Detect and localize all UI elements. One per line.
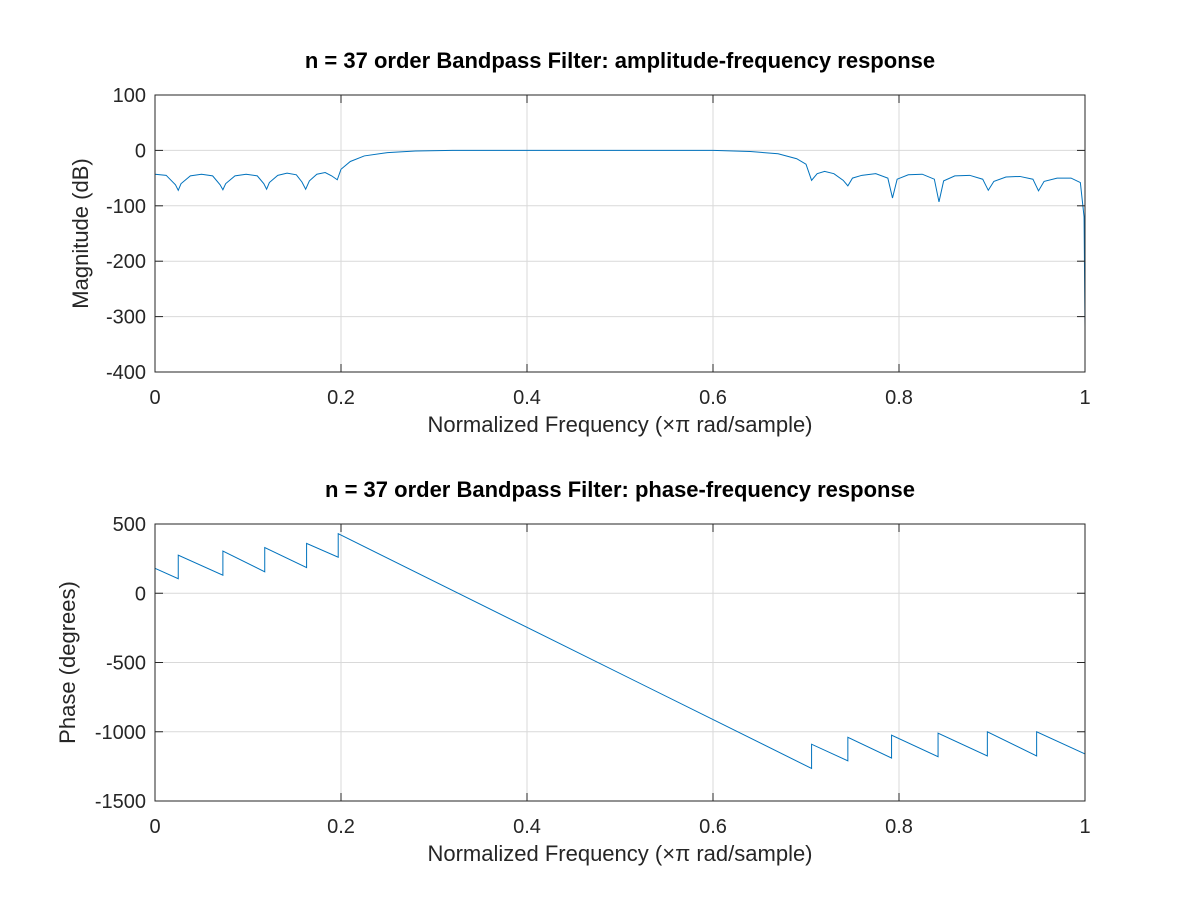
phase-y-tick-label: -500 bbox=[106, 653, 146, 675]
magnitude-axes-box bbox=[154, 94, 1086, 373]
magnitude-x-axis-label: Normalized Frequency (×π rad/sample) bbox=[427, 412, 812, 437]
phase-x-axis-label: Normalized Frequency (×π rad/sample) bbox=[427, 841, 812, 866]
phase-y-axis-label: Phase (degrees) bbox=[55, 581, 80, 744]
magnitude-x-tick-label: 0.4 bbox=[513, 387, 541, 409]
phase-x-tick-label: 0.4 bbox=[513, 816, 541, 838]
phase-y-tick-label: 0 bbox=[135, 583, 146, 605]
phase-x-tick-label: 0.6 bbox=[699, 816, 727, 838]
magnitude-x-tick-label: 0 bbox=[149, 387, 160, 409]
magnitude-x-tick-label: 0.8 bbox=[885, 387, 913, 409]
phase-x-tick-label: 0.8 bbox=[885, 816, 913, 838]
phase-y-tick-label: -1500 bbox=[95, 791, 146, 813]
magnitude-x-tick-label: 0.2 bbox=[327, 387, 355, 409]
magnitude-plot: 0 0.2 0.4 0.6 0.8 1 -400 -300 -200 -100 0 100 n = 37… bbox=[68, 48, 1091, 437]
magnitude-chart-title: n = 37 order Bandpass Filter: amplitude-… bbox=[305, 48, 935, 73]
phase-y-tick-label: -1000 bbox=[95, 722, 146, 744]
magnitude-x-tick-label: 0.6 bbox=[699, 387, 727, 409]
phase-x-tick-label: 0.2 bbox=[327, 816, 355, 838]
phase-plot: 0 0.2 0.4 0.6 0.8 1 -1500 -1000 -500 0 500 n = 37 o… bbox=[55, 477, 1091, 866]
magnitude-x-tick-label: 1 bbox=[1079, 387, 1090, 409]
magnitude-y-tick-label: 0 bbox=[135, 140, 146, 162]
magnitude-y-tick-label: -300 bbox=[106, 307, 146, 329]
phase-series-line bbox=[154, 532, 1086, 770]
magnitude-series-line bbox=[154, 149, 1086, 328]
phase-x-tick-label: 1 bbox=[1079, 816, 1090, 838]
magnitude-y-axis-label: Magnitude (dB) bbox=[68, 158, 93, 308]
phase-chart-title: n = 37 order Bandpass Filter: phase-freq… bbox=[325, 477, 915, 502]
magnitude-y-tick-label: -100 bbox=[106, 196, 146, 218]
phase-y-tick-label: 500 bbox=[113, 514, 146, 536]
phase-x-tick-label: 0 bbox=[149, 816, 160, 838]
magnitude-y-tick-label: -200 bbox=[106, 251, 146, 273]
magnitude-y-tick-label: 100 bbox=[113, 85, 146, 107]
magnitude-plot-area bbox=[155, 95, 1085, 372]
magnitude-y-tick-label: -400 bbox=[106, 362, 146, 384]
